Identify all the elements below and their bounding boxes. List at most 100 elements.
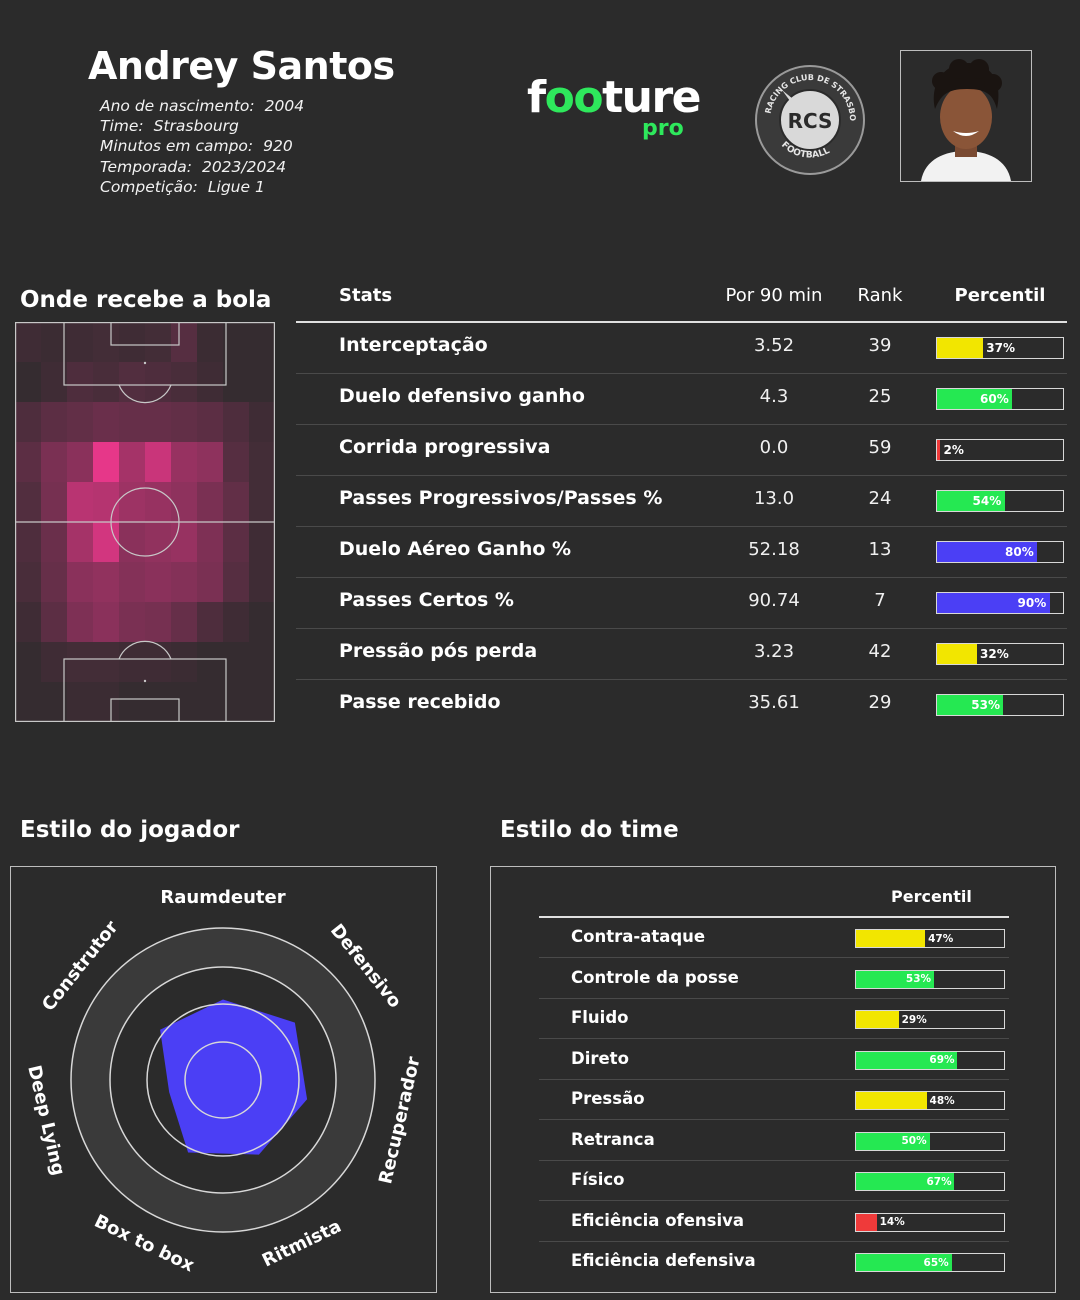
team-percentile-bar: 53% [855, 969, 1005, 989]
stat-rank: 39 [868, 335, 892, 356]
stat-per90: 0.0 [759, 437, 789, 458]
percentile-bar: 2% [936, 439, 1064, 461]
team-percentile-bar: 69% [855, 1050, 1005, 1070]
heatmap-cell [41, 602, 68, 643]
heatmap-cell [15, 522, 42, 563]
heatmap-cell [223, 562, 250, 603]
heatmap-cell [145, 642, 172, 683]
logo-part-a: f [527, 72, 546, 123]
team-style-label: Físico [571, 1170, 625, 1189]
heatmap-cell [93, 482, 120, 523]
row-divider [296, 526, 1067, 527]
heatmap-cell [223, 522, 250, 563]
heatmap-cell [119, 362, 146, 403]
heatmap-pitch [15, 322, 275, 722]
player-style-radar: RaumdeuterDefensivoRecuperadorRitmistaBo… [23, 887, 424, 1277]
heatmap-cell [223, 682, 250, 722]
stat-per90: 4.3 [759, 386, 789, 407]
percentile-label: 53% [971, 698, 1000, 712]
team-percentile-label: 14% [879, 1216, 905, 1228]
heatmap-cell [41, 442, 68, 483]
heatmap-cell [171, 562, 198, 603]
stats-row: Interceptação 3.52 39 37% [296, 323, 1067, 374]
heatmap-cell [249, 322, 275, 363]
heatmap-cell [197, 642, 224, 683]
team-percentile-bar-fill [856, 1254, 952, 1271]
heatmap-cell [15, 362, 42, 403]
team-percentile-label: 48% [929, 1094, 955, 1107]
heatmap-cell [41, 522, 68, 563]
player-photo-icon [921, 59, 1011, 181]
team-style-row: Físico 67% [539, 1161, 1009, 1201]
heatmap-cell [197, 562, 224, 603]
heatmap-cell [249, 442, 275, 483]
row-divider [539, 1038, 1009, 1039]
stat-name: Passes Progressivos/Passes % [339, 487, 663, 509]
heatmap-cell [93, 642, 120, 683]
percentile-bar-fill [937, 440, 940, 460]
percentile-bar-fill [937, 695, 1004, 715]
info-value: Strasbourg [153, 117, 239, 136]
heatmap-cell [249, 362, 275, 403]
heatmap-cell [41, 322, 68, 363]
team-header-line [539, 916, 1009, 918]
team-percentile-bar: 14% [855, 1212, 1005, 1232]
heatmap-cell [145, 442, 172, 483]
heatmap-cell [145, 402, 172, 443]
percentile-bar: 90% [936, 592, 1064, 614]
team-style-title: Estilo do time [500, 817, 679, 843]
club-badge-icon: RACING CLUB DE STRASBOURG FOOTBALL RCS [754, 64, 865, 175]
heatmap-cell [197, 322, 224, 363]
stats-row: Passes Certos % 90.74 7 90% [296, 578, 1067, 629]
heatmap-cell [249, 562, 275, 603]
team-percentile-bar: 47% [855, 929, 1005, 948]
team-percentile-bar-fill [856, 1173, 955, 1190]
stats-row: Corrida progressiva 0.0 59 2% [296, 425, 1067, 476]
radar-ring-4 [184, 1041, 262, 1119]
info-value: Ligue 1 [207, 177, 265, 196]
col-rank: Rank [857, 285, 903, 306]
heatmap-cell [119, 682, 146, 722]
heatmap-cell [67, 562, 94, 603]
heatmap-cell [171, 362, 198, 403]
heatmap-cell [119, 442, 146, 483]
percentile-label: 54% [972, 494, 1002, 508]
row-divider [296, 373, 1067, 374]
team-style-row: Contra-ataque 47% [539, 918, 1009, 958]
heatmap-cell [67, 482, 94, 523]
heatmap-cell [41, 682, 68, 722]
row-divider [539, 1240, 1009, 1242]
heatmap-cell [15, 682, 42, 722]
heatmap-cell [171, 522, 198, 563]
percentile-label: 80% [1005, 545, 1034, 559]
stat-name: Duelo Aéreo Ganho % [339, 538, 572, 560]
info-label: Time: [100, 117, 144, 136]
col-per90: Por 90 min [725, 285, 823, 306]
heatmap-cell [171, 682, 198, 722]
team-style-label: Fluido [571, 1008, 629, 1027]
heatmap-cell [41, 402, 68, 443]
heatmap-cell [223, 402, 250, 443]
heatmap-cell [145, 602, 172, 643]
percentile-bar: 80% [936, 541, 1064, 563]
stat-name: Duelo defensivo ganho [339, 385, 585, 407]
stat-per90: 13.0 [753, 488, 795, 509]
heatmap-cell [171, 402, 198, 443]
heatmap-cell [93, 562, 120, 603]
stat-per90: 3.23 [753, 641, 795, 662]
radar-shape [160, 999, 308, 1155]
stats-row: Duelo Aéreo Ganho % 52.18 13 80% [296, 527, 1067, 578]
team-style-label: Eficiência defensiva [571, 1251, 756, 1270]
row-divider [296, 628, 1067, 629]
footure-logo: footure [527, 72, 702, 123]
radar-axis-label: Recuperador [375, 1055, 424, 1186]
radar-axis-label: Raumdeuter [160, 887, 285, 908]
team-percentile-bar-fill [856, 1092, 927, 1109]
heatmap-cell [67, 442, 94, 483]
stat-per90: 52.18 [748, 539, 800, 560]
stat-name: Interceptação [339, 334, 488, 356]
team-style-panel: Percentil Contra-ataque 47% Controle da po… [490, 866, 1056, 1293]
heatmap-cell [145, 322, 172, 363]
heatmap-cell [171, 642, 198, 683]
percentile-label: 32% [980, 647, 1009, 661]
